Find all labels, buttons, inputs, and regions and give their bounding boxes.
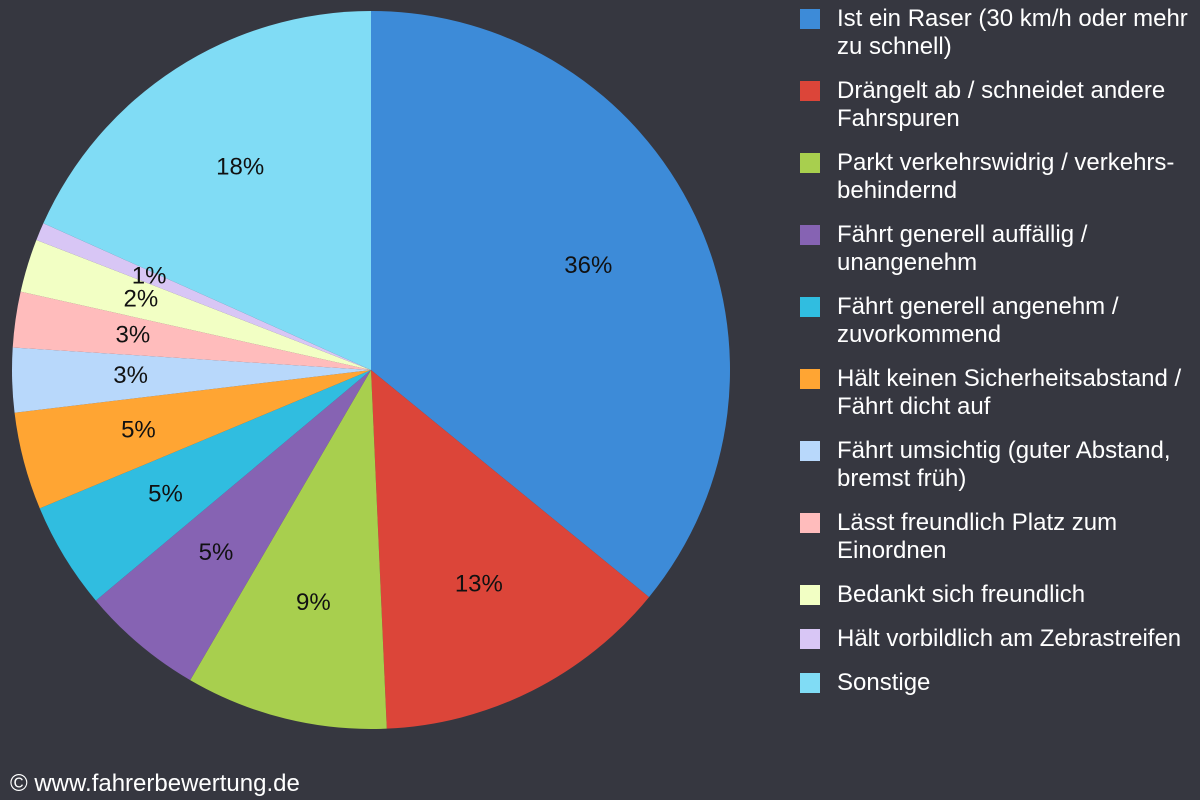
slice-label: 5% [148, 480, 183, 507]
legend-swatch [800, 9, 820, 29]
slice-label: 9% [296, 589, 331, 616]
pie-slice [39, 370, 371, 601]
copyright-text: © www.fahrerbewertung.de [10, 770, 300, 797]
legend-swatch [800, 673, 820, 693]
legend-swatch [800, 441, 820, 461]
legend-item: Parkt verkehrswidrig / verkehrs-behinder… [800, 149, 1195, 205]
legend-label: Fährt generell auffällig / unangenehm [837, 221, 1088, 276]
pie-slice [190, 370, 387, 729]
legend-swatch [800, 225, 820, 245]
legend-item: Drängelt ab / schneidet andere Fahrspure… [800, 77, 1195, 133]
slice-label: 5% [121, 417, 156, 444]
legend-swatch [800, 585, 820, 605]
slice-label: 13% [455, 570, 503, 597]
legend-label: Ist ein Raser (30 km/h oder mehr zu schn… [837, 5, 1188, 60]
legend-item: Lässt freundlich Platz zum Einordnen [800, 509, 1195, 565]
pie-slice [371, 11, 730, 598]
legend-item: Hält keinen Sicherheitsabstand / Fährt d… [800, 365, 1195, 421]
legend-label: Fährt umsichtig (guter Abstand, bremst f… [837, 437, 1171, 492]
legend-item: Hält vorbildlich am Zebrastreifen [800, 625, 1195, 653]
legend-label: Sonstige [837, 669, 931, 696]
slice-label: 3% [116, 321, 151, 348]
legend-item: Bedankt sich freundlich [800, 581, 1195, 609]
slice-label: 36% [564, 252, 612, 279]
slice-label: 3% [113, 362, 148, 389]
legend-label: Drängelt ab / schneidet andere Fahrspure… [837, 77, 1166, 132]
slice-label: 18% [216, 153, 264, 180]
pie-slice [43, 11, 371, 370]
legend-item: Sonstige [800, 669, 1195, 697]
slice-label: 2% [124, 285, 159, 312]
legend-label: Hält vorbildlich am Zebrastreifen [837, 625, 1182, 652]
pie-slice [12, 347, 372, 413]
pie-slice [95, 370, 371, 681]
legend-swatch [800, 81, 820, 101]
slice-label: 1% [132, 263, 167, 290]
legend-label: Parkt verkehrswidrig / verkehrs-behinder… [837, 149, 1175, 204]
legend-swatch [800, 297, 820, 317]
pie-slice [14, 370, 371, 509]
legend-item: Ist ein Raser (30 km/h oder mehr zu schn… [800, 5, 1195, 61]
legend-swatch [800, 513, 820, 533]
pie-slice [20, 239, 372, 370]
legend-label: Lässt freundlich Platz zum Einordnen [837, 509, 1118, 564]
pie-slice [371, 370, 650, 729]
legend: Ist ein Raser (30 km/h oder mehr zu schn… [800, 5, 1195, 697]
legend-swatch [800, 629, 820, 649]
legend-swatch [800, 153, 820, 173]
legend-item: Fährt generell angenehm / zuvorkommend [800, 293, 1195, 349]
pie-chart: 36% 13% 9% 5% 5% 5% 3% 3% 2%1% 18% [12, 11, 730, 729]
legend-swatch [800, 369, 820, 389]
legend-label: Hält keinen Sicherheitsabstand / Fährt d… [837, 365, 1182, 420]
legend-label: Bedankt sich freundlich [837, 581, 1086, 608]
legend-item: Fährt umsichtig (guter Abstand, bremst f… [800, 437, 1195, 493]
pie-slice [36, 223, 371, 370]
slice-label: 5% [199, 539, 234, 566]
pie-slice [12, 291, 371, 370]
legend-label: Fährt generell angenehm / zuvorkommend [837, 293, 1119, 348]
legend-item: Fährt generell auffällig / unangenehm [800, 221, 1195, 277]
